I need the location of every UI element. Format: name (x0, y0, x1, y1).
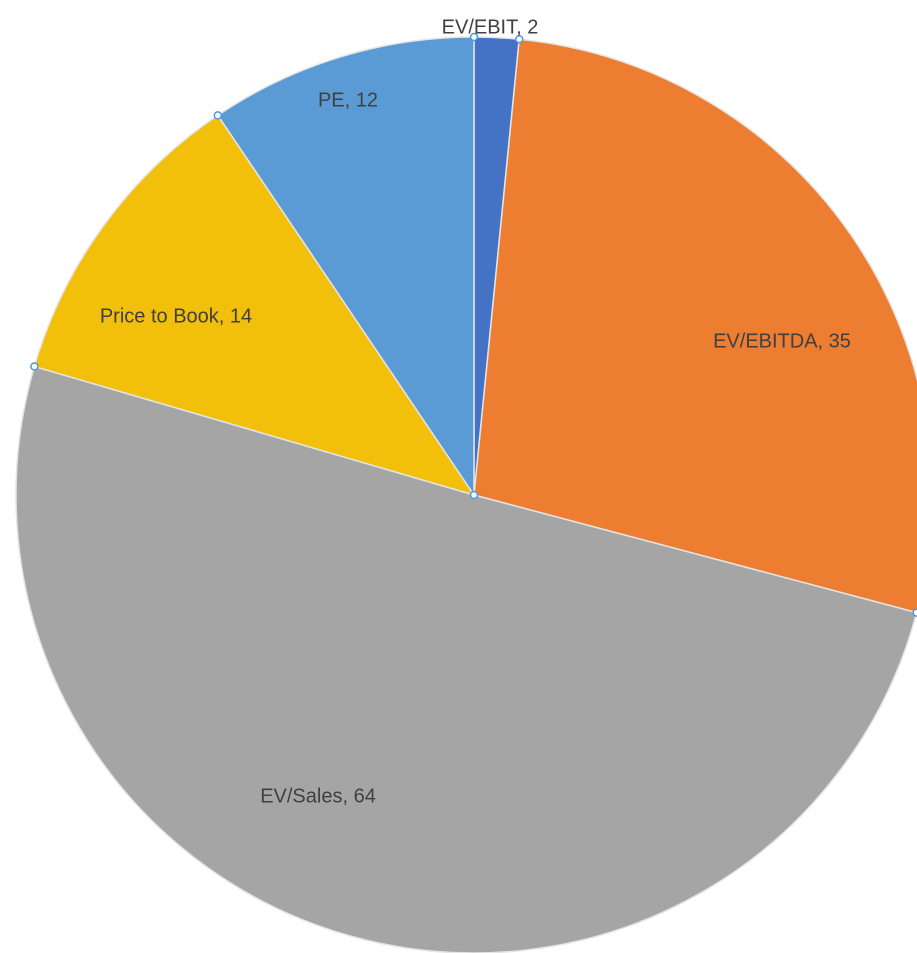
slice-label-ev-ebitda: EV/EBITDA, 35 (713, 330, 851, 352)
boundary-handle[interactable] (30, 362, 39, 371)
boundary-handle[interactable] (469, 32, 479, 42)
slice-label-ev-ebit: EV/EBIT, 2 (442, 16, 539, 38)
boundary-handle[interactable] (213, 111, 223, 120)
boundary-handle[interactable] (514, 34, 524, 44)
pie-slice-pe[interactable] (216, 36, 475, 498)
pie-slices (15, 36, 917, 953)
boundary-handle[interactable] (912, 608, 917, 617)
pie-slice-ev-sales[interactable] (15, 365, 917, 953)
pie-slice-price-to-book[interactable] (33, 114, 476, 497)
slice-label-pe: PE, 12 (318, 89, 378, 111)
pie-slice-ev-ebitda[interactable] (473, 38, 917, 614)
center-handle[interactable] (469, 490, 479, 500)
slice-label-ev-sales: EV/Sales, 64 (260, 785, 376, 807)
selection-handles (30, 32, 917, 617)
slice-label-price-to-book: Price to Book, 14 (100, 305, 252, 327)
slice-labels: EV/EBIT, 2 EV/EBITDA, 35 EV/Sales, 64 Price… (100, 16, 851, 807)
